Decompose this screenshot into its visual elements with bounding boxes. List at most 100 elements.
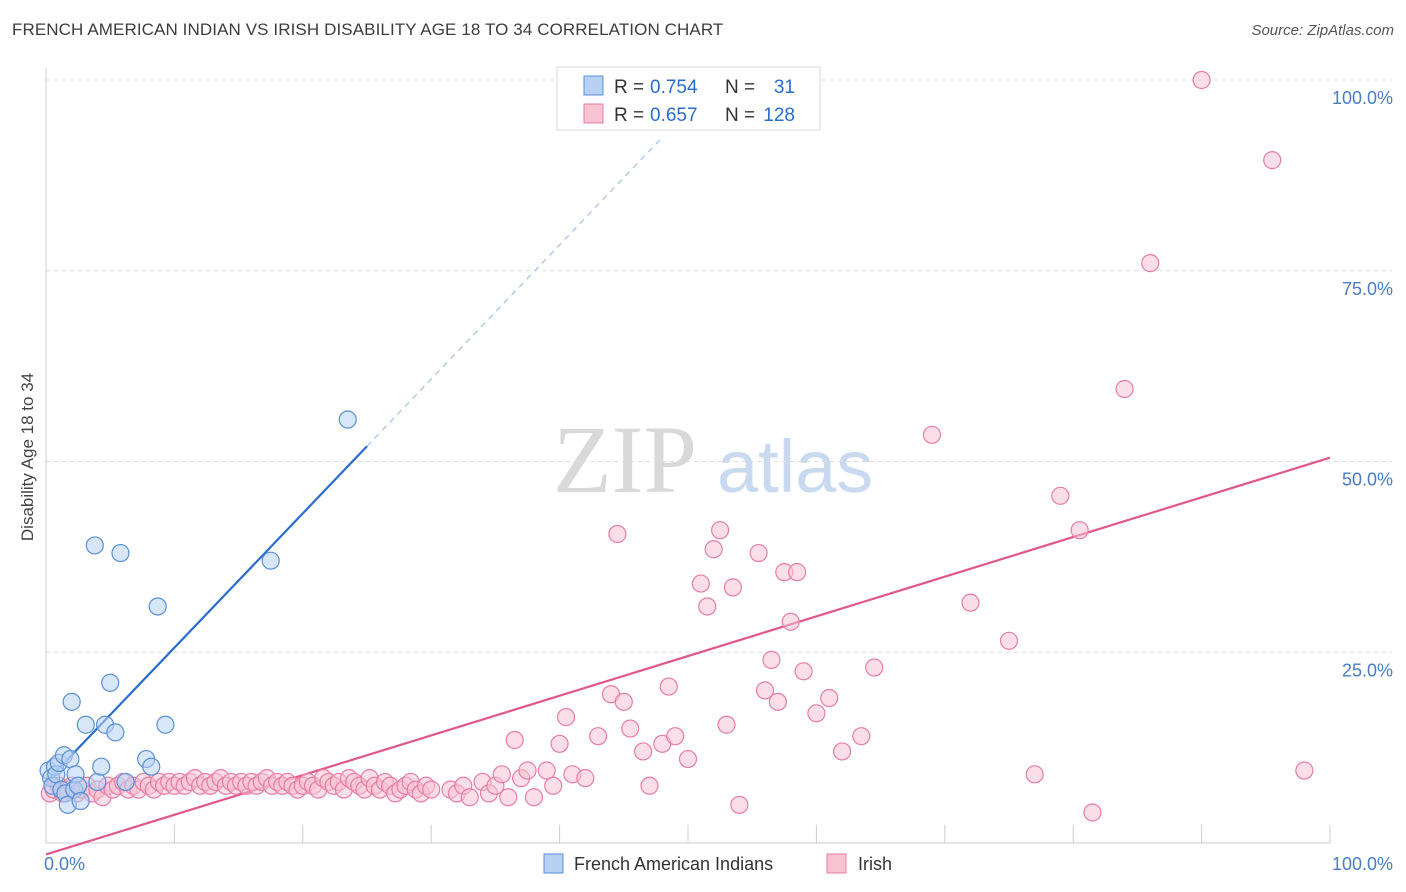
legend-swatch-pink <box>583 103 604 124</box>
french-american-indian-point-16 <box>76 715 95 734</box>
irish-point-108 <box>704 540 723 559</box>
irish-point-104 <box>666 727 685 746</box>
y-tick-labels: 25.0% 50.0% 75.0% 100.0% <box>1332 88 1393 680</box>
irish-point-95 <box>589 727 608 746</box>
y-tick-label-1: 50.0% <box>1342 470 1393 490</box>
chart-title: FRENCH AMERICAN INDIAN VS IRISH DISABILI… <box>12 20 724 39</box>
irish-point-75 <box>422 780 441 799</box>
gridlines <box>46 79 1392 653</box>
french-american-indian-point-14 <box>68 776 88 795</box>
trend-line-french-american-indians <box>45 445 368 783</box>
french-american-indian-point-23 <box>111 543 130 563</box>
irish-point-100 <box>633 742 653 761</box>
irish-point-106 <box>691 574 710 593</box>
french-american-indian-point-24 <box>116 772 135 792</box>
irish-point-101 <box>640 776 659 795</box>
irish-point-89 <box>537 761 556 780</box>
y-tick-label-2: 75.0% <box>1342 279 1393 299</box>
legend-n-label-2: N = <box>725 105 755 126</box>
irish-point-129 <box>1025 765 1044 784</box>
y-axis-label: Disability Age 18 to 34 <box>18 373 37 541</box>
french-american-indian-point-11 <box>62 692 81 711</box>
irish-point-103 <box>659 677 678 696</box>
irish-point-130 <box>1051 486 1070 505</box>
x-tick-label-max: 100.0% <box>1332 854 1393 874</box>
french-american-indian-point-27 <box>148 597 167 616</box>
trend-line-irish <box>45 456 1331 856</box>
irish-point-128 <box>999 631 1019 650</box>
irish-point-79 <box>460 788 479 807</box>
legend-bottom-swatch-pink <box>826 853 847 874</box>
irish-point-131 <box>1070 521 1089 540</box>
watermark-atlas: atlas <box>717 425 873 508</box>
irish-point-112 <box>730 795 749 814</box>
irish-point-84 <box>499 788 518 807</box>
irish-point-119 <box>788 563 807 582</box>
french-american-indian-points <box>39 410 357 814</box>
french-american-indian-point-21 <box>101 673 120 692</box>
legend-n-label-1: N = <box>725 77 755 98</box>
irish-point-134 <box>1141 254 1160 273</box>
french-american-indian-point-15 <box>71 791 90 811</box>
irish-point-98 <box>614 692 633 711</box>
french-american-indian-point-10 <box>61 749 80 769</box>
legend-bottom-label-1: French American Indians <box>574 854 773 874</box>
irish-point-123 <box>832 742 852 761</box>
french-american-indian-point-19 <box>92 757 111 776</box>
irish-point-116 <box>768 692 787 711</box>
correlation-legend: R = 0.754 N = 31 R = 0.657 N = 128 <box>556 66 821 131</box>
irish-point-133 <box>1115 379 1134 399</box>
french-american-indian-point-28 <box>156 715 175 734</box>
irish-point-88 <box>524 788 544 807</box>
irish-point-113 <box>749 543 768 563</box>
irish-point-110 <box>717 715 736 734</box>
y-tick-label-0: 25.0% <box>1342 660 1393 680</box>
irish-point-115 <box>762 650 781 669</box>
irish-point-105 <box>678 749 698 769</box>
source-label: Source: ZipAtlas.com <box>1251 22 1394 39</box>
irish-point-85 <box>505 730 524 750</box>
irish-point-124 <box>852 727 871 746</box>
irish-point-109 <box>710 521 730 540</box>
irish-point-137 <box>1295 761 1314 780</box>
x-tick-labels: 0.0% 100.0% <box>44 854 1393 874</box>
irish-point-127 <box>961 593 980 612</box>
irish-point-132 <box>1083 803 1102 822</box>
irish-point-111 <box>723 578 743 597</box>
legend-r-label-1: R = <box>614 77 644 98</box>
legend-n-value-2: 128 <box>763 105 795 126</box>
legend-r-value-1: 0.754 <box>650 77 698 98</box>
irish-point-87 <box>518 761 537 780</box>
french-american-indian-point-29 <box>261 551 280 570</box>
x-tick-label-min: 0.0% <box>44 854 85 874</box>
legend-swatch-blue <box>583 75 604 96</box>
irish-point-126 <box>922 425 942 444</box>
y-tick-label-3: 100.0% <box>1332 88 1393 108</box>
irish-point-83 <box>492 765 511 784</box>
french-american-indian-point-30 <box>338 410 357 429</box>
irish-point-107 <box>698 597 717 616</box>
irish-point-92 <box>556 708 576 727</box>
irish-point-120 <box>794 662 813 681</box>
irish-point-121 <box>807 704 826 723</box>
irish-point-97 <box>608 524 627 544</box>
legend-r-value-2: 0.657 <box>650 105 698 126</box>
irish-point-91 <box>550 734 569 753</box>
watermark-zip: ZIP <box>553 406 697 513</box>
trend-line-french-american-indians-extension <box>366 136 663 447</box>
irish-point-90 <box>544 776 563 795</box>
series-legend: French American Indians Irish <box>543 853 892 874</box>
legend-r-label-2: R = <box>614 105 644 126</box>
irish-point-135 <box>1192 70 1211 90</box>
axes <box>45 68 1331 844</box>
irish-point-114 <box>755 681 775 700</box>
french-american-indian-point-18 <box>88 772 107 792</box>
irish-point-136 <box>1263 151 1282 170</box>
irish-points <box>40 70 1314 822</box>
legend-n-value-1: 31 <box>774 77 795 98</box>
irish-point-99 <box>621 719 640 738</box>
irish-point-118 <box>781 612 800 631</box>
irish-point-122 <box>820 688 839 708</box>
irish-point-125 <box>865 658 884 677</box>
